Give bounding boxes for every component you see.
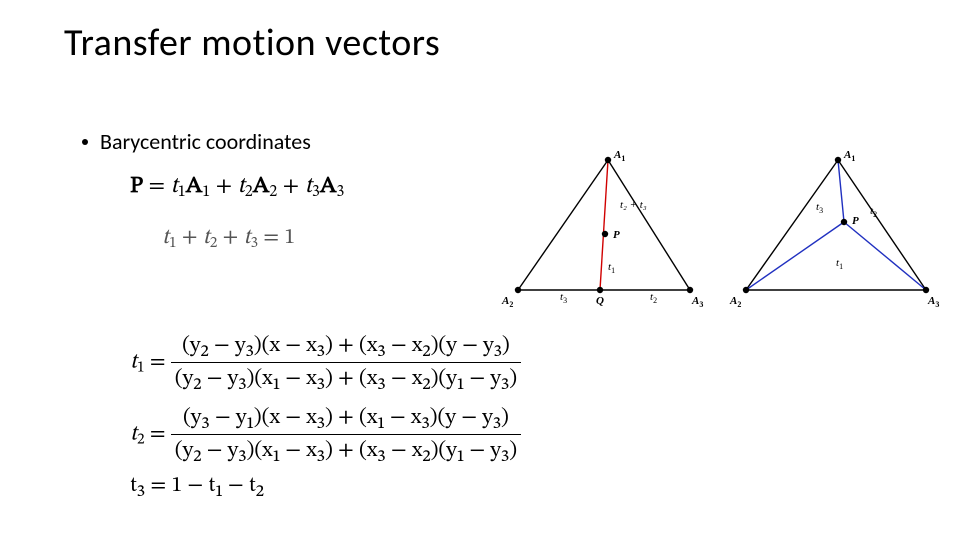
svg-text:A3: A3 [927,295,939,309]
bullet-text: Barycentric coordinates [100,128,311,155]
slide-title: Transfer motion vectors [64,20,440,66]
diagram-container: A1 A2 A3 P Qt1 t₂ + t₃ t2 t3 A1 A2 A3 Pt1 t2 t3 [500,148,938,318]
svg-text:t1: t1 [836,257,843,271]
svg-text:t₂ + t₃: t₂ + t₃ [620,199,647,211]
svg-text:P: P [613,229,620,241]
svg-text:t1: t1 [608,261,615,275]
equation-t1: t1 = (y₂ − y₃)(x − x₃) + (x₃ − x₂)(y − y… [130,332,521,393]
equation-p: P = t1A1 + t2A2 + t3A3 [130,172,344,202]
equation-sum-one: t1 + t2 + t3 = 1 [162,224,295,253]
svg-text:P: P [852,215,859,227]
diagram-left: A1 A2 A3 P Qt1 t₂ + t₃ t2 t3 [500,148,710,318]
diagram-right: A1 A2 A3 Pt1 t2 t3 [728,148,938,318]
svg-text:t3: t3 [816,201,823,215]
equation-t2: t2 = (y₃ − y₁)(x − x₃) + (x₁ − x₃)(y − y… [130,404,521,465]
svg-text:t2: t2 [650,291,657,305]
svg-text:A2: A2 [501,295,513,309]
svg-text:A1: A1 [843,149,855,163]
svg-text:A2: A2 [729,295,741,309]
bullet-dot-icon [82,139,88,145]
svg-text:Q: Q [596,295,604,307]
equation-t3: t₃ = 1 − t₁ − t₂ [130,472,264,500]
svg-text:t3: t3 [560,291,567,305]
bullet-item: Barycentric coordinates [82,128,311,155]
svg-text:A3: A3 [691,295,703,309]
triangle-left-svg: A1 A2 A3 P Qt1 t₂ + t₃ t2 t3 [500,148,710,318]
svg-text:A1: A1 [613,149,625,163]
triangle-right-svg: A1 A2 A3 Pt1 t2 t3 [728,148,938,318]
svg-text:t2: t2 [870,205,877,219]
